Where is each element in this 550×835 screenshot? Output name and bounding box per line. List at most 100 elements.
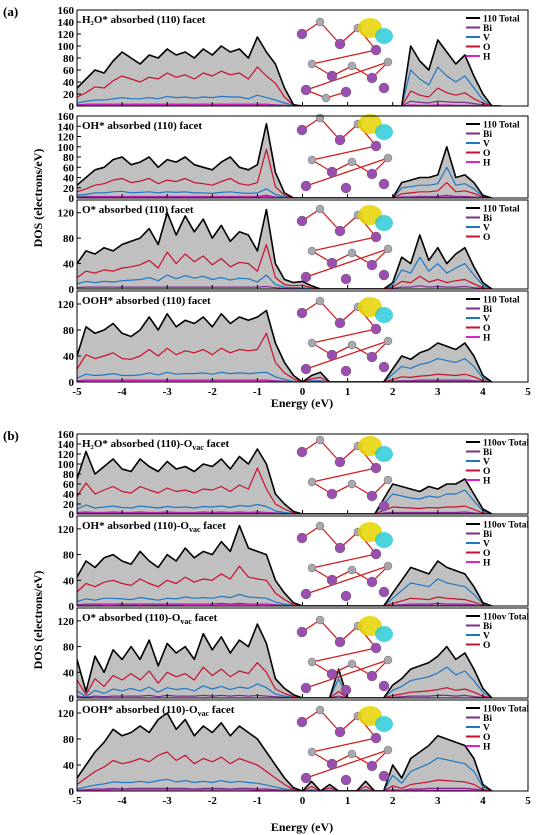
x-tick-label: -1	[253, 386, 262, 398]
title-tail: facet	[201, 520, 227, 532]
x-tick-label: 3	[435, 795, 441, 807]
panel-title: OH* absorbed (110)-Ovac facet	[82, 520, 226, 534]
legend-label: O	[483, 467, 490, 477]
atom	[378, 178, 390, 190]
atom	[383, 57, 393, 67]
legend-label: V	[483, 631, 490, 641]
atom	[326, 574, 338, 586]
atom	[383, 745, 393, 755]
panel-title: H₂O* absorbed (110)-Ovac facet	[82, 438, 229, 452]
x-tick-label: 0	[300, 386, 306, 398]
bond	[305, 157, 389, 187]
title-subscript: vac	[189, 525, 201, 534]
atom	[326, 758, 338, 770]
y-axis-label-a: DOS (electrons/eV)	[31, 149, 45, 248]
charge-density-lobe	[375, 307, 393, 323]
title-tail: facet	[192, 612, 218, 624]
y-tick-label: 120	[58, 449, 75, 461]
y-tick-label: 40	[63, 575, 75, 587]
atom	[334, 542, 346, 554]
molecule-inset-image	[296, 435, 393, 512]
atom	[347, 659, 357, 669]
atom	[347, 157, 357, 167]
y-tick-label: 60	[63, 479, 75, 491]
atom	[307, 477, 317, 487]
series-line-o	[77, 243, 492, 289]
atom	[370, 462, 382, 474]
y-tick-label: 80	[63, 53, 75, 65]
y-tick-label: 120	[58, 132, 75, 144]
charge-density-lobe	[375, 532, 393, 548]
series-line-bi	[77, 285, 492, 289]
total-dos-fill	[77, 525, 492, 606]
atom	[370, 642, 382, 654]
molecule-inset-image	[296, 705, 393, 786]
total-dos-fill	[77, 209, 492, 289]
atom	[300, 180, 312, 192]
y-tick-label: 160	[58, 5, 75, 17]
bond	[311, 467, 377, 483]
total-dos-fill	[77, 123, 492, 198]
atom	[383, 655, 393, 665]
y-tick-label: 120	[58, 208, 75, 220]
atom	[383, 153, 393, 163]
total-dos-fill	[77, 449, 492, 514]
series-line-o	[77, 662, 493, 698]
panel-data	[77, 309, 493, 382]
bond	[311, 49, 377, 65]
bond	[305, 340, 389, 370]
x-tick-label: 4	[480, 386, 486, 398]
series-line-total	[77, 448, 493, 514]
atom	[307, 747, 317, 757]
atom	[296, 716, 308, 728]
atom	[366, 168, 378, 180]
y-tick-label: 20	[63, 89, 75, 101]
atom	[315, 435, 325, 445]
series-line-o	[77, 565, 492, 606]
atom	[334, 317, 346, 329]
y-tick-label: 0	[69, 284, 75, 296]
atom	[370, 732, 382, 744]
legend-label: Bi	[483, 305, 492, 315]
y-tick-label: 0	[69, 509, 75, 521]
y-tick-label: 80	[63, 642, 75, 654]
series-line-o	[77, 467, 492, 514]
atom	[307, 657, 317, 667]
atom	[334, 38, 346, 50]
panel-title: OOH* absorbed (110) facet	[82, 295, 211, 307]
atom	[296, 446, 308, 458]
series-line-h	[77, 380, 492, 382]
atom	[366, 72, 378, 84]
atom	[307, 59, 317, 69]
dos-panel-7: 0 40 80 120 OOH* absorbed (110)-Ovac facet 11…	[58, 699, 530, 798]
series-line-o	[77, 332, 492, 382]
atom	[347, 565, 357, 575]
y-tick-label: 100	[58, 459, 75, 471]
y-tick-label: 80	[63, 734, 75, 746]
panel-data	[77, 36, 501, 106]
legend-label: 110 Total	[483, 14, 520, 24]
legend-label: H	[483, 158, 491, 168]
y-tick-label: 100	[58, 142, 75, 154]
x-tick-label: 5	[525, 795, 531, 807]
dos-panel-3: 0 40 80 120 OOH* absorbed (110) facet 110 Tot…	[58, 290, 529, 389]
atom	[340, 86, 352, 98]
series-line-total	[77, 524, 493, 606]
atom	[366, 576, 378, 588]
bond	[305, 565, 389, 595]
x-tick-label: 0	[300, 795, 306, 807]
legend-label: Bi	[483, 24, 492, 34]
series-line-v	[77, 757, 493, 791]
atom	[326, 668, 338, 680]
atom	[315, 521, 325, 531]
y-axis-label-b: DOS (electrons/eV)	[31, 571, 45, 670]
legend-label: O	[483, 641, 490, 651]
atom	[370, 548, 382, 560]
atom	[378, 82, 390, 94]
x-tick-label: 3	[435, 386, 441, 398]
series-line-total	[77, 309, 493, 382]
atom	[334, 225, 346, 237]
atom	[315, 615, 325, 625]
bond	[305, 248, 389, 278]
